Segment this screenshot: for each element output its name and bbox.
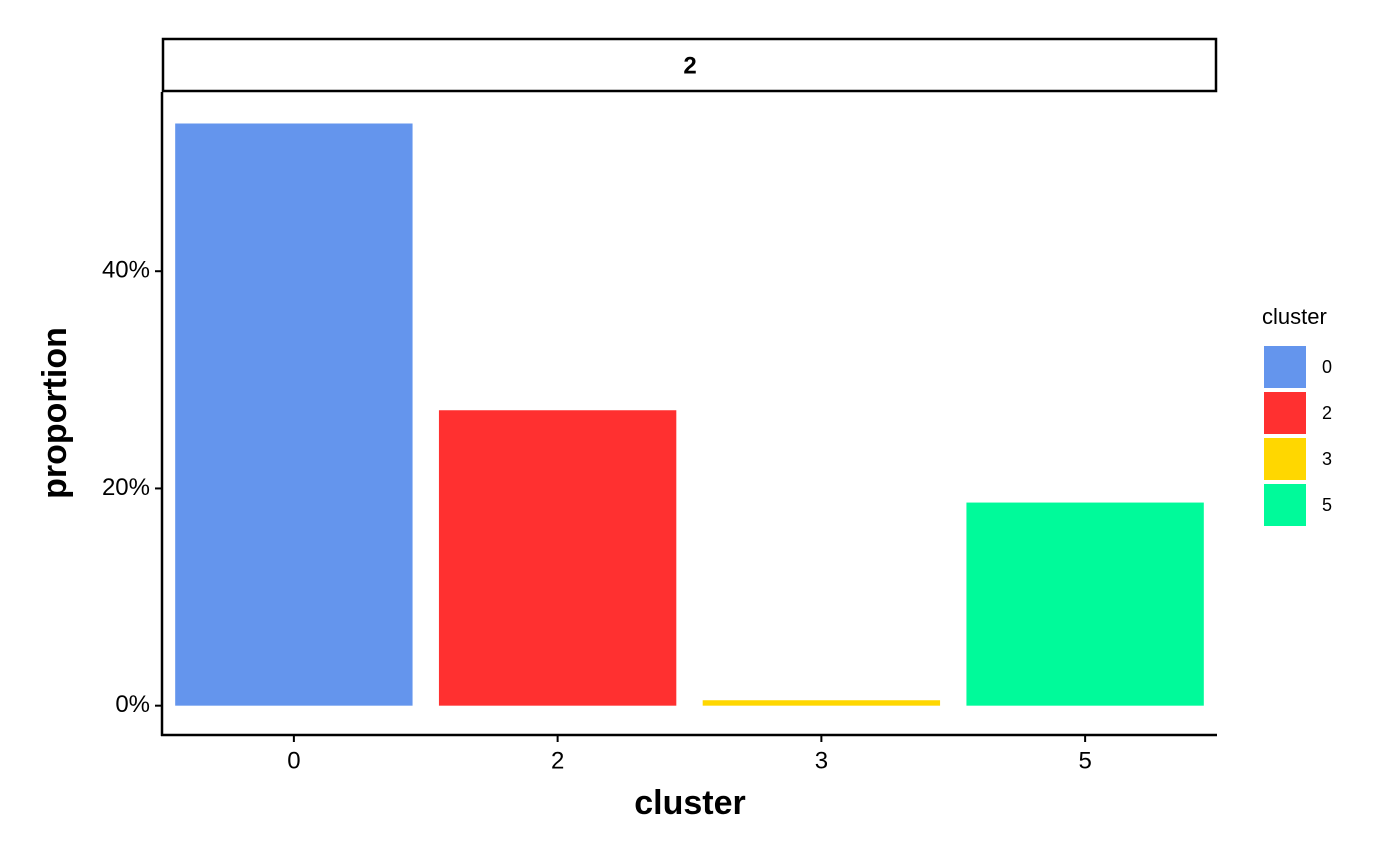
x-tick-label: 2 bbox=[551, 747, 564, 774]
bar bbox=[966, 502, 1204, 706]
legend-key bbox=[1264, 484, 1306, 526]
bar bbox=[175, 123, 413, 706]
bar bbox=[702, 700, 941, 706]
x-tick-label: 0 bbox=[287, 747, 300, 774]
legend-label: 5 bbox=[1322, 495, 1332, 515]
legend-key bbox=[1264, 392, 1306, 434]
legend-key bbox=[1264, 438, 1306, 480]
facet-label: 2 bbox=[683, 52, 696, 79]
legend-label: 0 bbox=[1322, 357, 1332, 377]
legend-title: cluster bbox=[1262, 304, 1327, 329]
facet-strip bbox=[161, 37, 1218, 93]
bar bbox=[438, 410, 677, 706]
legend-label: 3 bbox=[1322, 449, 1332, 469]
y-tick-label: 0% bbox=[115, 691, 150, 718]
legend-key bbox=[1264, 346, 1306, 388]
x-axis-title: cluster bbox=[634, 784, 746, 822]
x-tick-label: 3 bbox=[815, 747, 828, 774]
y-tick-label: 40% bbox=[102, 257, 150, 284]
y-tick-label: 20% bbox=[102, 474, 150, 501]
y-axis-title: proportion bbox=[36, 327, 74, 499]
x-tick-label: 5 bbox=[1078, 747, 1091, 774]
legend-label: 2 bbox=[1322, 403, 1332, 423]
